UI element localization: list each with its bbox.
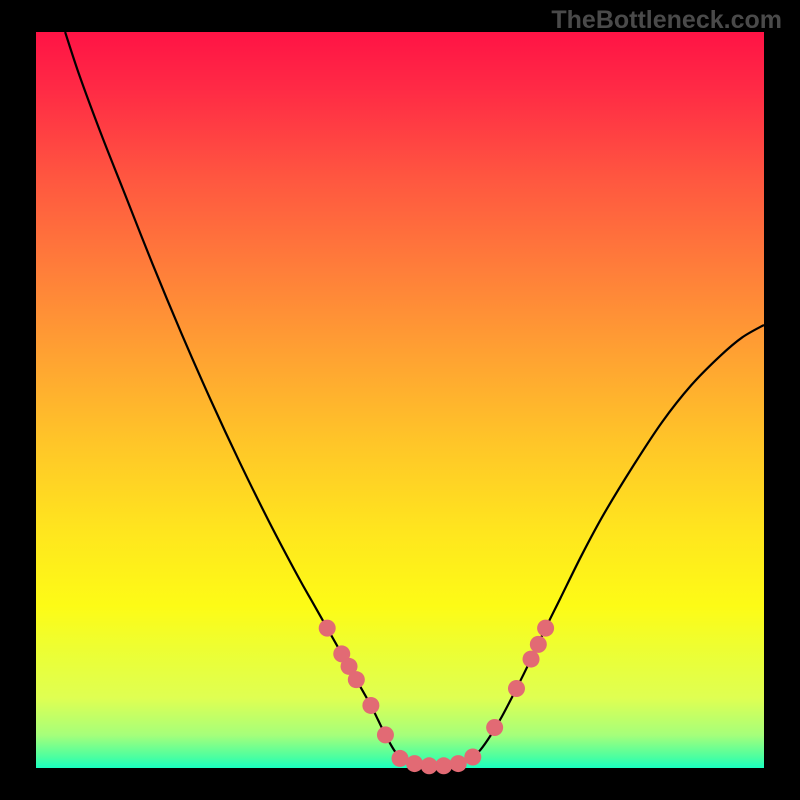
curve-marker <box>435 757 452 774</box>
curve-marker <box>530 636 547 653</box>
curve-marker <box>523 651 540 668</box>
curve-marker <box>377 726 394 743</box>
bottleneck-curve <box>65 32 764 766</box>
curve-marker <box>392 750 409 767</box>
curve-marker <box>406 755 423 772</box>
curve-marker <box>450 755 467 772</box>
chart-svg <box>0 0 800 800</box>
curve-marker <box>362 697 379 714</box>
curve-marker <box>464 748 481 765</box>
curve-marker <box>508 680 525 697</box>
watermark-text: TheBottleneck.com <box>551 6 782 35</box>
curve-marker <box>421 757 438 774</box>
curve-marker <box>486 719 503 736</box>
curve-marker <box>319 620 336 637</box>
curve-marker <box>348 671 365 688</box>
curve-marker <box>537 620 554 637</box>
chart-root: TheBottleneck.com <box>0 0 800 800</box>
